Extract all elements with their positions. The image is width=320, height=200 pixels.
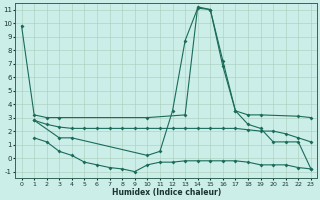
X-axis label: Humidex (Indice chaleur): Humidex (Indice chaleur) [112,188,221,197]
